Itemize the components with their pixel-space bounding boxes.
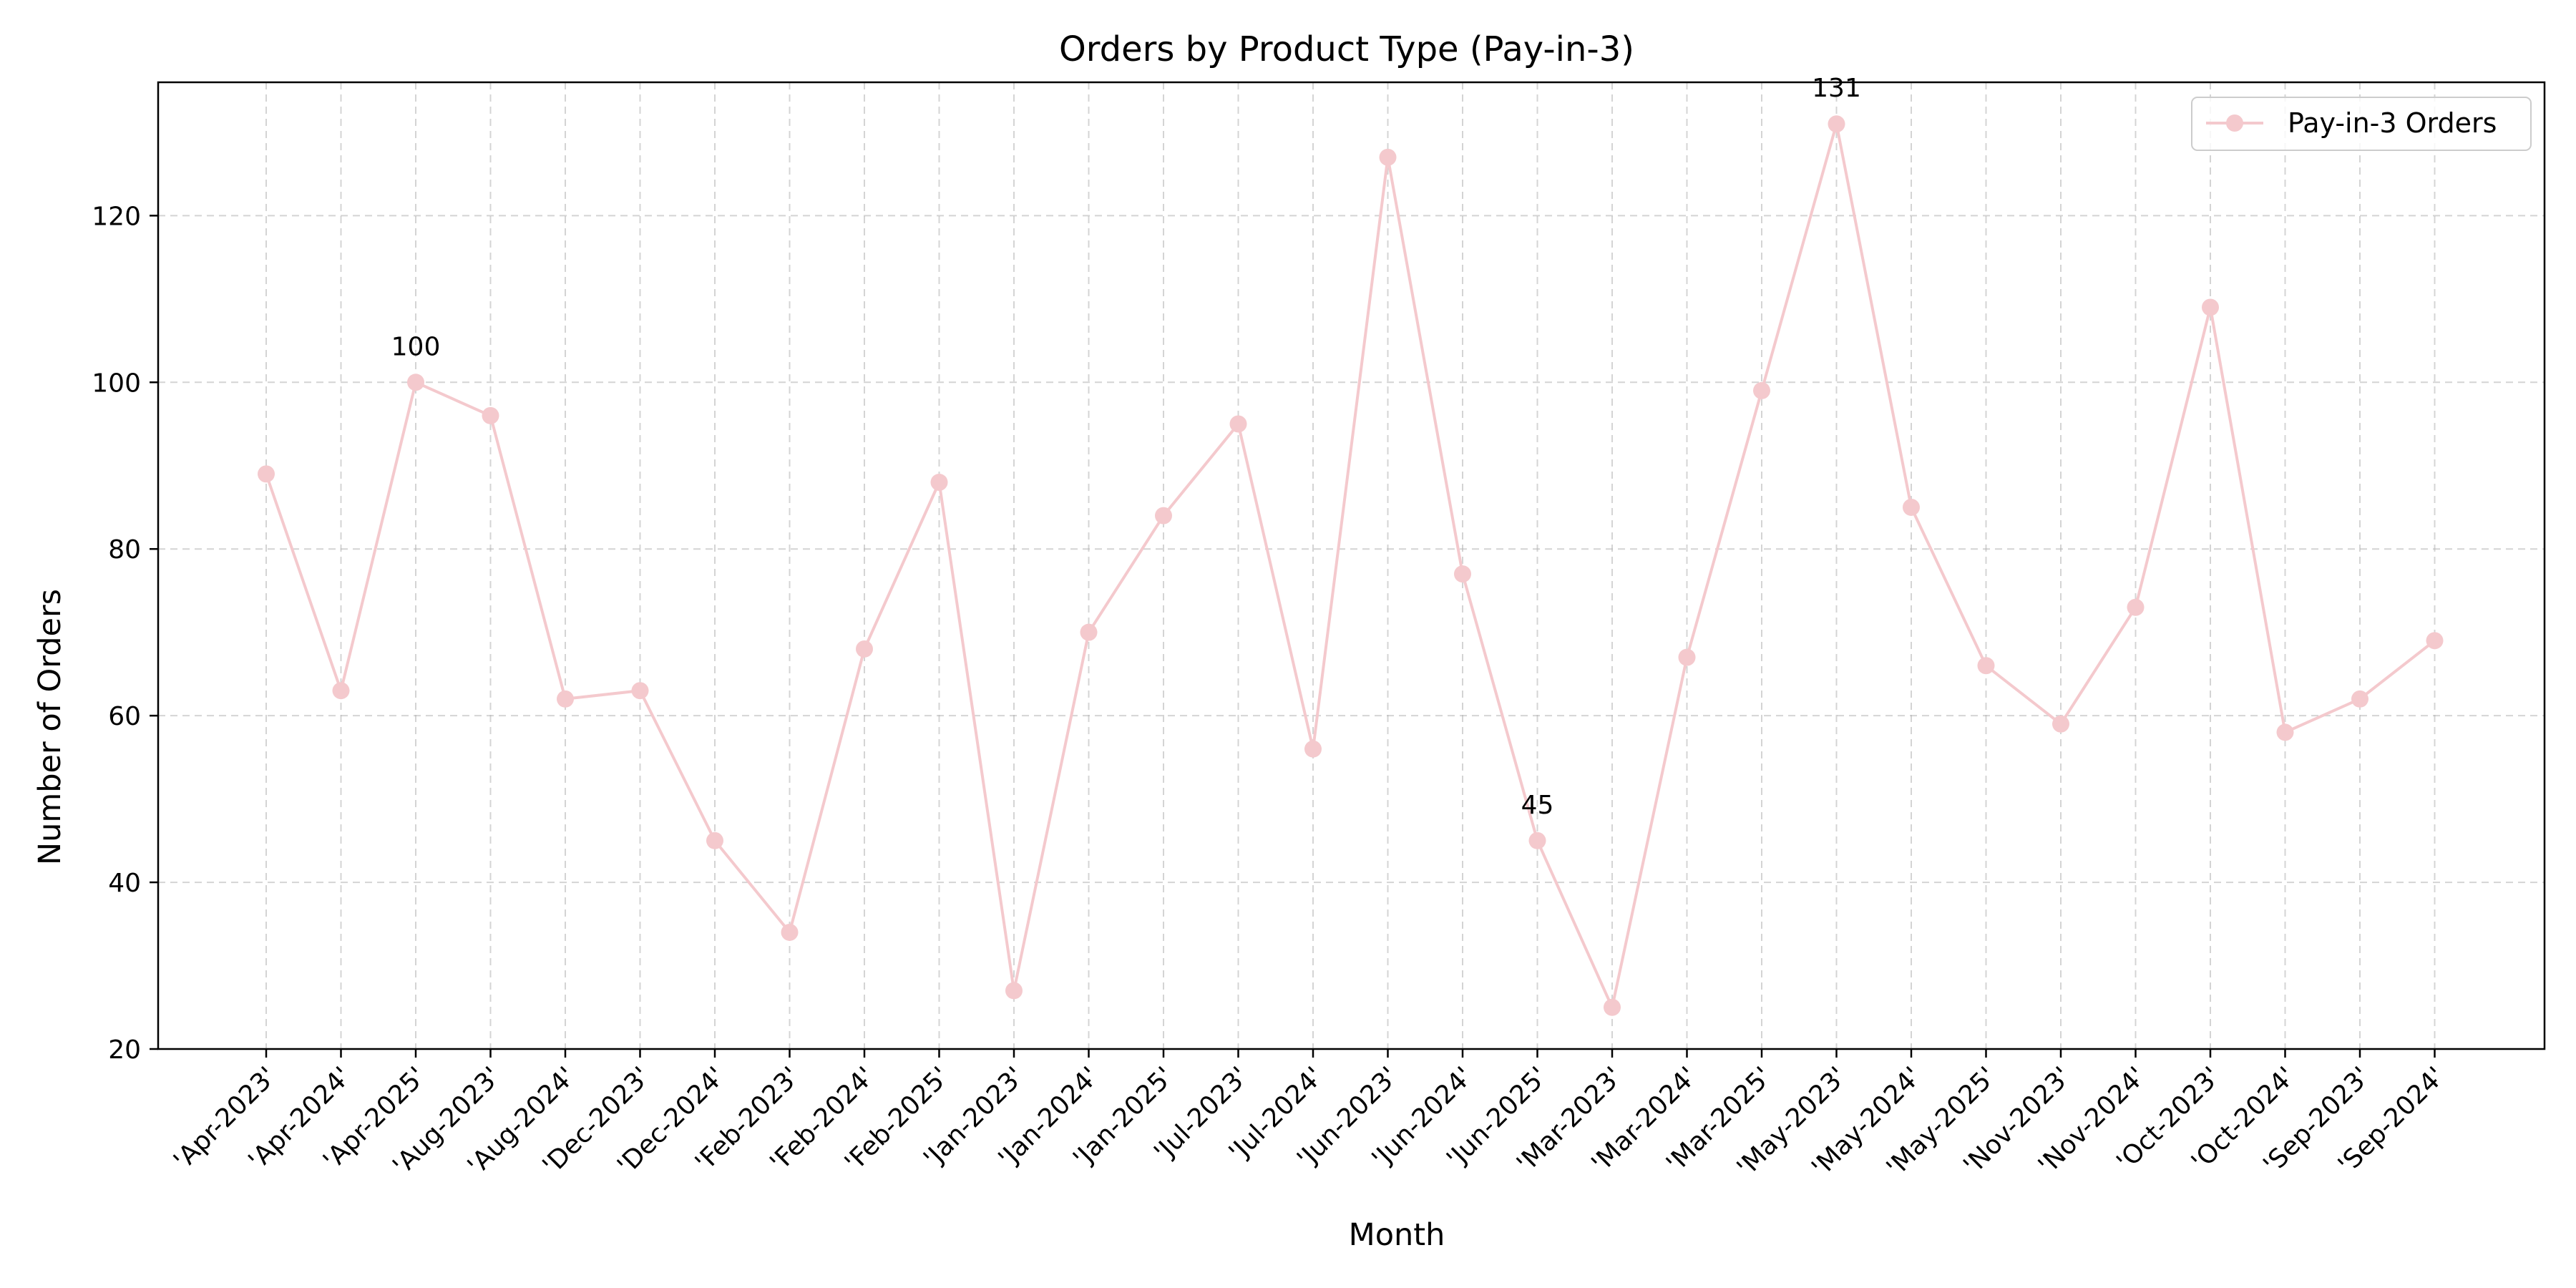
y-tick-label: 40 bbox=[108, 869, 141, 898]
data-point bbox=[1379, 148, 1397, 166]
data-point bbox=[1604, 998, 1621, 1016]
grid bbox=[158, 82, 2545, 1050]
data-point bbox=[2202, 298, 2219, 316]
data-point bbox=[1678, 648, 1696, 666]
data-point bbox=[2426, 632, 2444, 650]
data-point bbox=[2052, 715, 2069, 733]
data-point bbox=[557, 690, 574, 708]
data-label: 131 bbox=[1812, 74, 1861, 103]
data-point bbox=[706, 831, 723, 849]
data-point bbox=[1977, 657, 1995, 675]
y-tick-label: 60 bbox=[108, 702, 141, 731]
y-axis-label: Number of Orders bbox=[32, 589, 68, 865]
data-point bbox=[2276, 723, 2294, 741]
chart-title: Orders by Product Type (Pay-in-3) bbox=[1059, 29, 1634, 69]
legend: Pay-in-3 Orders bbox=[2191, 97, 2532, 151]
data-point bbox=[930, 474, 948, 492]
y-axis: 20 40 60 80 100 120 bbox=[92, 202, 158, 1065]
data-point bbox=[631, 682, 649, 700]
plot-frame bbox=[157, 81, 2546, 1050]
data-point bbox=[1229, 415, 1247, 433]
data-point bbox=[482, 406, 499, 424]
y-tick-label: 120 bbox=[92, 202, 141, 231]
data-point bbox=[332, 682, 350, 700]
data-point bbox=[1005, 982, 1023, 1000]
data-point bbox=[1828, 115, 1845, 133]
data-point bbox=[1080, 623, 1098, 641]
data-point bbox=[781, 923, 799, 941]
data-point bbox=[2127, 598, 2145, 616]
data-point bbox=[258, 465, 275, 483]
legend-marker bbox=[2226, 114, 2243, 132]
x-axis-label: Month bbox=[1349, 1217, 1445, 1253]
y-tick-label: 20 bbox=[108, 1035, 141, 1065]
series-layer bbox=[258, 115, 2444, 1016]
data-point bbox=[1903, 498, 1920, 516]
annotations: 100 45 131 bbox=[391, 74, 1861, 820]
legend-label: Pay-in-3 Orders bbox=[2288, 107, 2497, 139]
data-point bbox=[856, 640, 873, 658]
data-point bbox=[1304, 740, 1322, 758]
data-label: 100 bbox=[391, 332, 441, 361]
legend-box bbox=[2191, 97, 2532, 151]
x-axis: 'Apr-2023''Apr-2024''Apr-2025''Aug-2023'… bbox=[168, 1049, 2451, 1183]
series-line bbox=[265, 122, 2436, 1009]
data-point bbox=[407, 374, 424, 391]
data-point bbox=[1155, 507, 1172, 525]
data-point bbox=[1454, 565, 1471, 583]
data-point bbox=[1753, 381, 1770, 399]
y-tick-label: 80 bbox=[108, 535, 141, 565]
data-point bbox=[2351, 690, 2368, 708]
y-tick-label: 100 bbox=[92, 369, 141, 398]
data-label: 45 bbox=[1521, 791, 1554, 820]
data-point bbox=[1528, 831, 1546, 849]
